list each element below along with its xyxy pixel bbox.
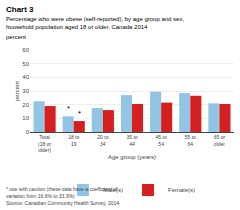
svg-text:30: 30 — [22, 88, 29, 94]
svg-text:10: 10 — [22, 115, 29, 121]
svg-text:*: * — [78, 109, 81, 118]
svg-text:Male(s): Male(s) — [103, 187, 123, 193]
svg-text:60: 60 — [22, 47, 29, 53]
svg-text:Source: Canadian Community Hea: Source: Canadian Community Health Survey… — [6, 200, 119, 206]
svg-text:45 to54: 45 to54 — [156, 134, 167, 147]
svg-text:Chart 3: Chart 3 — [6, 5, 34, 14]
svg-text:35 to44: 35 to44 — [126, 134, 137, 147]
svg-text:40: 40 — [22, 74, 29, 80]
svg-text:*: * — [67, 104, 70, 113]
svg-text:20: 20 — [22, 102, 29, 108]
svg-text:Female(s): Female(s) — [168, 187, 195, 193]
svg-text:Percentage who were obese (sel: Percentage who were obese (self-reported… — [6, 16, 184, 30]
svg-text:0: 0 — [26, 129, 30, 135]
svg-text:20 to34: 20 to34 — [97, 134, 108, 147]
svg-text:Total(18 orolder): Total(18 orolder) — [38, 134, 51, 153]
svg-text:18 to19: 18 to19 — [68, 134, 79, 147]
svg-text:Age group (years): Age group (years) — [108, 154, 156, 160]
svg-text:65 orolder: 65 orolder — [214, 134, 226, 147]
svg-text:* use with caution (these data: * use with caution (these data have a co… — [6, 186, 118, 199]
svg-text:50: 50 — [22, 61, 29, 67]
svg-text:55 to64: 55 to64 — [185, 134, 196, 147]
svg-text:percent: percent — [14, 81, 20, 101]
svg-text:percent: percent — [6, 34, 26, 40]
